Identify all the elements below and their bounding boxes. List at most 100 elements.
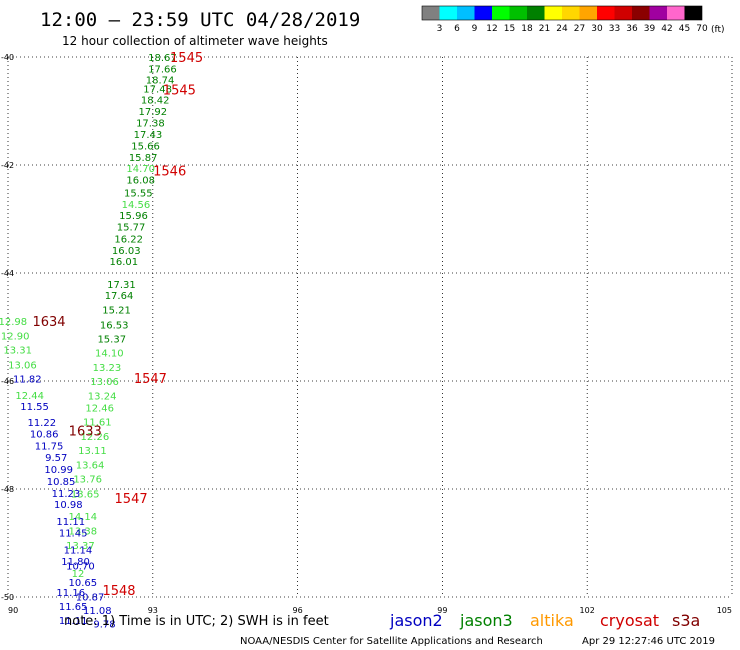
legend-swatch-label: 70	[696, 24, 708, 34]
latitude-tick-label: -42	[1, 161, 14, 170]
wave-height-value: 17.38	[136, 118, 165, 129]
wave-height-value: 11.45	[59, 529, 88, 540]
latitude-tick-label: -48	[1, 485, 14, 494]
map-grid	[7, 56, 733, 598]
wave-height-value: 13.11	[78, 446, 107, 457]
wave-height-value: 12.90	[1, 332, 30, 343]
longitude-tick-label: 93	[148, 606, 158, 615]
wave-height-value: 13.23	[93, 363, 122, 374]
wave-height-value: 13.38	[68, 527, 97, 538]
legend-swatch-label: 39	[644, 24, 656, 34]
legend-swatch	[684, 6, 702, 20]
legend-swatch	[544, 6, 562, 20]
pass-number-labels: 1545 1545 1546 1547 1547 1548 1634 1633	[32, 51, 203, 599]
wave-height-value: 12.98	[0, 317, 27, 328]
wave-height-value: 10.65	[68, 578, 97, 589]
legend-swatch	[579, 6, 597, 20]
pass-number-label: 1546	[153, 164, 186, 179]
wave-height-value: 13.76	[73, 475, 102, 486]
legend-swatch	[492, 6, 510, 20]
wave-height-value: 11.22	[27, 418, 56, 429]
legend-swatch	[509, 6, 527, 20]
wave-height-value: 11.14	[64, 545, 93, 556]
legend-swatch-label: 24	[556, 24, 568, 34]
satellite-name-jason3: jason3	[459, 611, 513, 630]
legend-swatch	[632, 6, 650, 20]
latitude-tick-labels: -40 -42 -44 -46 -48 -50	[1, 53, 14, 602]
satellite-name-cryosat: cryosat	[600, 611, 659, 630]
wave-height-value: 15.77	[117, 223, 146, 234]
wave-height-value: 13.37	[66, 541, 95, 552]
longitude-tick-labels: 90 93 96 99 102 105	[8, 606, 732, 615]
satellite-name-altika: altika	[530, 611, 574, 630]
legend-swatch-label: 42	[661, 24, 672, 34]
wave-height-value: 12	[72, 569, 85, 580]
wave-height-value: 11.55	[20, 402, 49, 413]
legend-swatch-label: 45	[679, 24, 690, 34]
wave-height-value: 16.53	[100, 320, 129, 331]
legend-swatch-label: 9	[472, 24, 478, 34]
wave-height-value: 15.66	[131, 142, 160, 153]
wave-height-value: 16.01	[110, 257, 139, 268]
wave-height-value: 15.37	[97, 334, 126, 345]
longitude-tick-label: 96	[293, 606, 303, 615]
wave-height-value: 16.08	[126, 176, 155, 187]
wave-height-value: 15.55	[124, 189, 153, 200]
legend-swatch	[614, 6, 632, 20]
page-subtitle: 12 hour collection of altimeter wave hei…	[62, 34, 328, 48]
footer-credit: NOAA/NESDIS Center for Satellite Applica…	[240, 636, 543, 647]
wave-height-value: 11.61	[83, 418, 112, 429]
wave-height-value: 10.70	[66, 562, 95, 573]
pass-number-label: 1634	[32, 315, 65, 330]
longitude-tick-label: 102	[580, 606, 595, 615]
wave-height-value: 12.44	[15, 391, 44, 402]
wave-height-value: 10.85	[47, 477, 76, 488]
wave-height-value: 11.11	[59, 616, 88, 627]
legend-swatch-label: 3	[437, 24, 443, 34]
wave-height-value: 13.06	[8, 360, 37, 371]
legend-swatch	[597, 6, 615, 20]
pass-number-label: 1545	[163, 83, 196, 98]
wave-height-value: 17.31	[107, 280, 136, 291]
wave-height-value: 14.14	[68, 512, 97, 523]
wave-height-value: 10.87	[76, 592, 105, 603]
wave-height-value: 15.87	[129, 153, 158, 164]
legend-swatch	[439, 6, 457, 20]
legend-swatch	[667, 6, 685, 20]
wave-height-value: 11.82	[13, 374, 42, 385]
wave-height-value: 13.65	[71, 489, 100, 500]
wave-height-value: 11.75	[35, 441, 64, 452]
wave-height-value: 16.03	[112, 246, 141, 257]
wave-height-value: 11.08	[83, 606, 112, 617]
legend-swatch-label: 36	[626, 24, 638, 34]
longitude-tick-label: 99	[437, 606, 447, 615]
legend-swatch	[649, 6, 667, 20]
wave-height-value: 12.26	[81, 432, 110, 443]
wave-height-value: 17.64	[105, 291, 134, 302]
wave-height-value: 13.64	[76, 461, 105, 472]
page-title: 12:00 – 23:59 UTC 04/28/2019	[40, 9, 360, 31]
wave-height-value: 11.23	[52, 489, 81, 500]
wave-height-value: 9.57	[45, 453, 67, 464]
pass-number-label: 1548	[102, 584, 135, 599]
wave-height-value: 14.56	[122, 200, 151, 211]
latitude-tick-label: -46	[1, 377, 14, 386]
wave-height-value: 11.16	[56, 588, 85, 599]
wave-height-value: 18.42	[141, 96, 170, 107]
latitude-tick-label: -44	[1, 269, 14, 278]
longitude-tick-label: 90	[8, 606, 18, 615]
wave-height-value: 11.80	[61, 557, 90, 568]
pass-number-label: 1633	[69, 425, 102, 440]
wave-height-value: 13.06	[90, 377, 119, 388]
legend-swatch-label: 12	[486, 24, 497, 34]
footer-timestamp: Apr 29 12:27:46 UTC 2019	[582, 636, 715, 647]
wave-height-value: 10.86	[30, 429, 59, 440]
satellite-legend: jason2 jason3 altika cryosat s3a	[389, 611, 700, 630]
satellite-name-s3a: s3a	[672, 611, 700, 630]
wave-height-value: 11.65	[59, 602, 88, 613]
wave-height-value: 13.31	[3, 346, 32, 357]
wave-height-value: 18.67	[148, 53, 177, 64]
wave-height-value: 15.21	[102, 306, 131, 317]
wave-height-value: 17.43	[134, 130, 163, 141]
